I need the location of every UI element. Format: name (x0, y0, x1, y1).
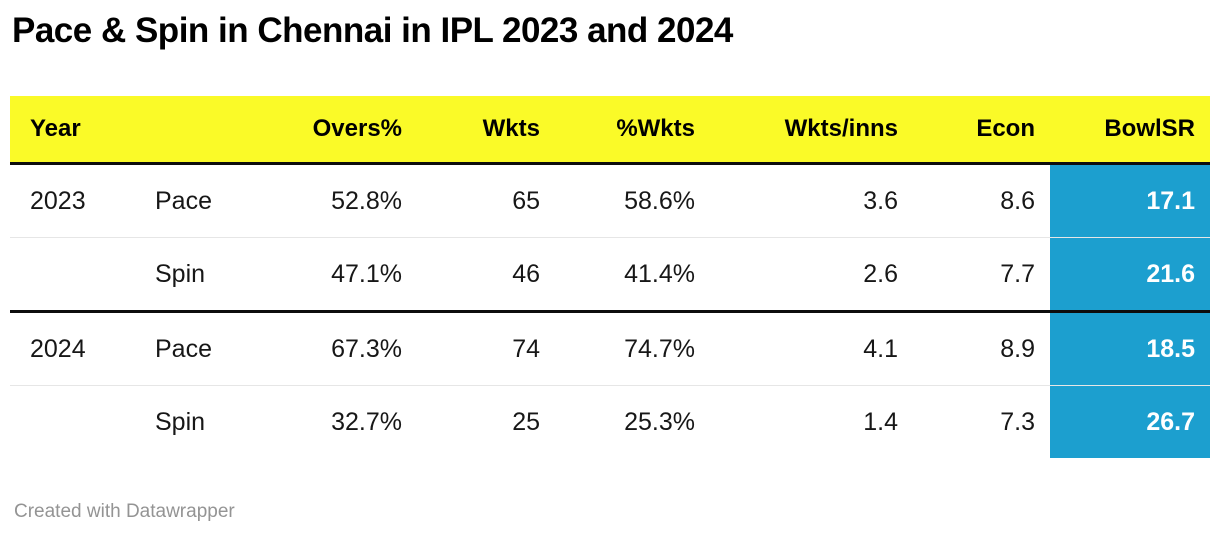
wkts-inns-cell: 1.4 (710, 385, 913, 458)
type-cell: Spin (135, 385, 245, 458)
year-cell (10, 237, 135, 312)
wkts-inns-cell: 2.6 (710, 237, 913, 312)
column-header-type (135, 96, 245, 165)
bowlsr-cell: 26.7 (1050, 385, 1210, 458)
table-header: Year Overs% Wkts %Wkts Wkts/inns Econ Bo… (10, 96, 1210, 165)
column-header-overs-pct: Overs% (245, 96, 417, 165)
bowlsr-cell: 18.5 (1050, 310, 1210, 386)
table-body: 2023 Pace 52.8% 65 58.6% 3.6 8.6 17.1 Sp… (10, 163, 1210, 458)
table-row-2023-pace: 2023 Pace 52.8% 65 58.6% 3.6 8.6 17.1 (10, 163, 1210, 238)
overs-pct-cell: 47.1% (245, 237, 417, 312)
table-row-2024-spin: Spin 32.7% 25 25.3% 1.4 7.3 26.7 (10, 385, 1210, 458)
wkts-cell: 65 (512, 186, 540, 215)
wkts-inns-cell: 3.6 (863, 186, 898, 215)
datawrapper-table-page: Pace & Spin in Chennai in IPL 2023 and 2… (10, 11, 1210, 522)
bowlsr-cell: 17.1 (1050, 163, 1210, 238)
year-cell (10, 385, 135, 458)
overs-pct-cell: 67.3% (245, 310, 417, 386)
table-row-2023-spin: Spin 47.1% 46 41.4% 2.6 7.7 21.6 (10, 237, 1210, 312)
econ-cell: 8.9 (913, 310, 1050, 386)
wkts-pct-cell: 74.7% (555, 310, 710, 386)
bowlsr-cell: 21.6 (1050, 237, 1210, 312)
econ-cell: 7.3 (913, 385, 1050, 458)
datawrapper-credit-link[interactable]: Created with Datawrapper (14, 501, 235, 522)
wkts-pct-cell: 58.6% (624, 186, 695, 215)
wkts-cell: 25 (417, 385, 555, 458)
page-title: Pace & Spin in Chennai in IPL 2023 and 2… (12, 11, 733, 50)
year-cell: 2024 (10, 310, 135, 386)
econ-cell: 7.7 (913, 237, 1050, 312)
econ-cell: 8.6 (1000, 186, 1035, 215)
column-header-wkts: Wkts (417, 96, 555, 165)
year-cell: 2023 (30, 186, 86, 215)
type-cell: Pace (135, 310, 245, 386)
overs-pct-cell: 52.8% (331, 186, 402, 215)
header-row: Year Overs% Wkts %Wkts Wkts/inns Econ Bo… (10, 96, 1210, 165)
type-cell: Pace (155, 186, 212, 215)
wkts-pct-cell: 41.4% (555, 237, 710, 312)
wkts-cell: 46 (417, 237, 555, 312)
pace-spin-table: Year Overs% Wkts %Wkts Wkts/inns Econ Bo… (10, 96, 1210, 458)
column-header-bowlsr: BowlSR (1050, 96, 1210, 165)
column-header-wkts-inns: Wkts/inns (710, 96, 913, 165)
table-row-2024-pace: 2024 Pace 67.3% 74 74.7% 4.1 8.9 18.5 (10, 310, 1210, 386)
type-cell: Spin (135, 237, 245, 312)
wkts-inns-cell: 4.1 (710, 310, 913, 386)
column-header-wkts-pct: %Wkts (555, 96, 710, 165)
wkts-cell: 74 (417, 310, 555, 386)
column-header-econ: Econ (913, 96, 1050, 165)
column-header-year: Year (10, 96, 135, 165)
wkts-pct-cell: 25.3% (555, 385, 710, 458)
overs-pct-cell: 32.7% (245, 385, 417, 458)
